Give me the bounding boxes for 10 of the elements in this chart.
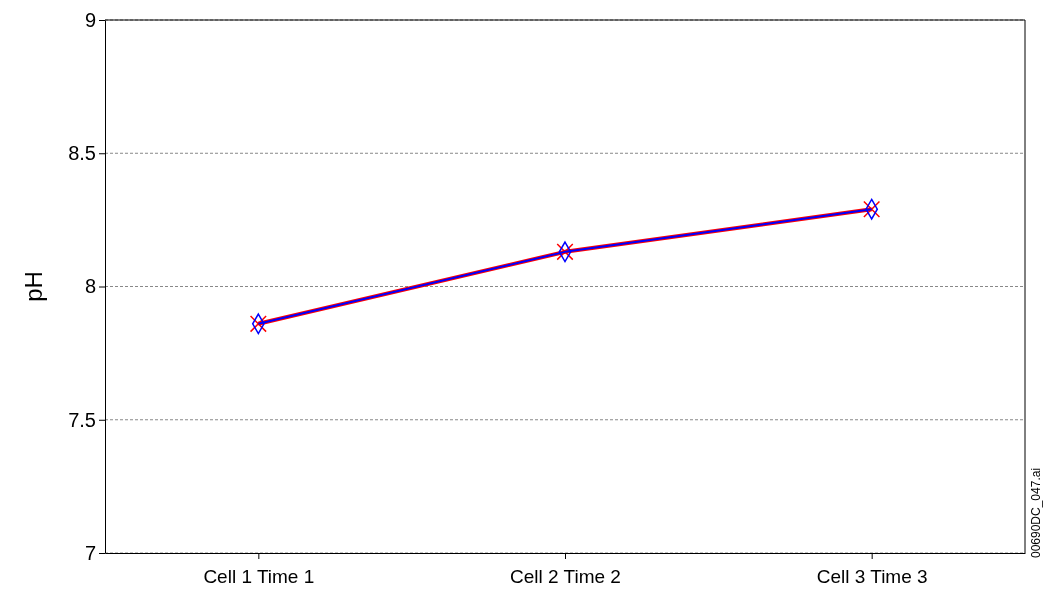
- y-tick-label: 9: [84, 8, 96, 31]
- x-tick-label: Cell 2 Time 2: [510, 565, 621, 587]
- y-axis-title: pH: [20, 271, 47, 302]
- y-tick-label: 7.5: [68, 408, 96, 431]
- y-tick-label: 8.5: [68, 142, 96, 165]
- text: 00690DC_047.ai: [1029, 467, 1043, 558]
- x-tick-label: Cell 3 Time 3: [816, 565, 928, 587]
- y-tick-label: 7: [84, 541, 96, 564]
- y-tick-label: 8: [84, 275, 96, 298]
- x-tick-label: Cell 1 Time 1: [203, 565, 315, 587]
